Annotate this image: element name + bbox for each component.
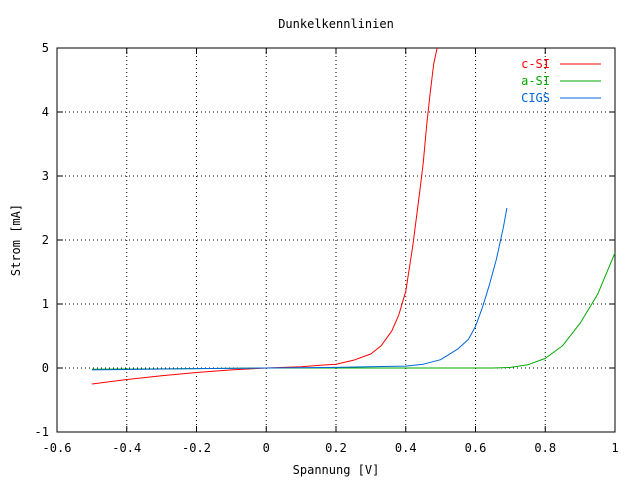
y-tick-label: 2: [42, 233, 49, 247]
legend: c-SI a-SI CIGS: [521, 57, 601, 105]
x-tick-label: 1: [611, 441, 618, 455]
legend-label: a-SI: [521, 74, 550, 88]
y-tick-label: 1: [42, 297, 49, 311]
ticks: -0.6 -0.4 -0.2 0 0.2 0.4 0.6 0.8 1 -1 0 1 2 3 4 5: [35, 41, 619, 455]
x-axis-label: Spannung [V]: [293, 463, 380, 477]
x-tick-label: -0.4: [112, 441, 141, 455]
x-tick-label: 0: [263, 441, 270, 455]
y-tick-label: 4: [42, 105, 49, 119]
x-tick-label: 0.8: [534, 441, 556, 455]
y-tick-label: -1: [35, 425, 49, 439]
x-tick-label: 0.6: [465, 441, 487, 455]
legend-label: CIGS: [521, 91, 550, 105]
x-tick-label: -0.2: [182, 441, 211, 455]
series-layer: [91, 47, 616, 385]
y-axis-label: Strom [mA]: [9, 204, 23, 276]
grid: [57, 48, 615, 432]
x-tick-label: 0.4: [395, 441, 417, 455]
series-line-a-si: [91, 252, 616, 370]
y-tick-label: 5: [42, 41, 49, 55]
series-line-cigs: [91, 207, 508, 371]
y-tick-label: 3: [42, 169, 49, 183]
y-tick-label: 0: [42, 361, 49, 375]
x-tick-label: 0.2: [325, 441, 347, 455]
x-tick-label: -0.6: [43, 441, 72, 455]
chart-title: Dunkelkennlinien: [278, 17, 394, 31]
series-line-c-si: [91, 47, 438, 385]
legend-label: c-SI: [521, 57, 550, 71]
